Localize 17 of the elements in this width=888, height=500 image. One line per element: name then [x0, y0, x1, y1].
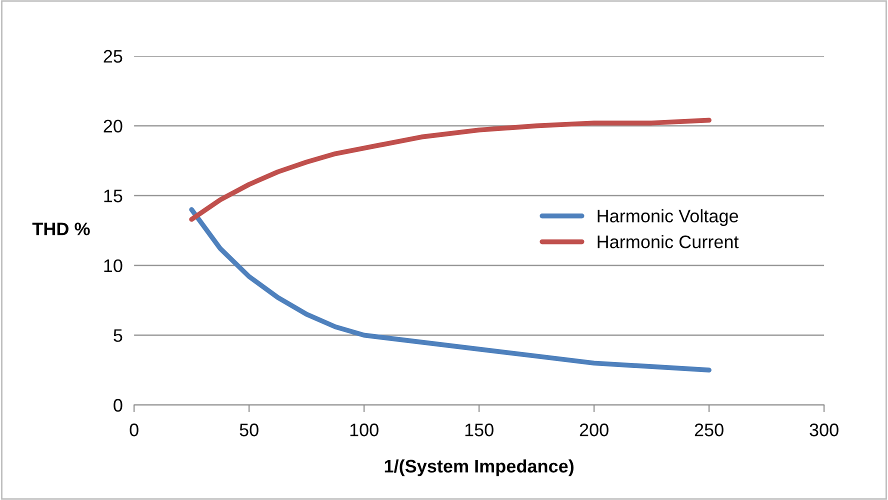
x-tick-label: 300	[810, 424, 838, 436]
y-tick-label: 0	[114, 398, 122, 412]
y-tick-label: 25	[104, 50, 122, 63]
x-tick-label: 150	[465, 424, 494, 436]
y-axis-title: THD %	[32, 222, 90, 236]
x-tick-label: 100	[350, 424, 378, 436]
y-tick-label: 20	[104, 120, 122, 133]
x-tick-label: 200	[580, 424, 608, 436]
y-tick-label: 10	[104, 259, 122, 272]
x-tick-label: 0	[130, 424, 138, 436]
x-tick-label: 250	[694, 424, 724, 436]
x-tick-label: 50	[240, 424, 258, 436]
y-tick-label: 5	[114, 329, 122, 342]
legend-label: Harmonic Voltage	[598, 209, 738, 226]
x-axis-title: 1/(System Impedance)	[384, 459, 574, 476]
legend-label: Harmonic Current	[598, 235, 739, 248]
y-tick-label: 15	[104, 190, 122, 202]
